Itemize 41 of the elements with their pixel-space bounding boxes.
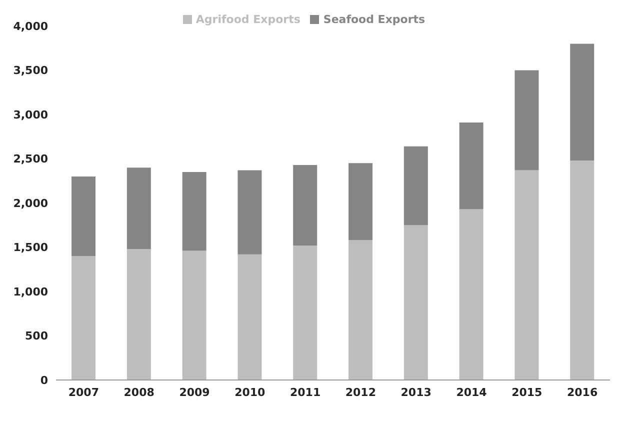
x-tick-label: 2014 (456, 386, 488, 399)
bar (293, 164, 318, 246)
legend-label: Seafood Exports (323, 13, 426, 26)
x-tick-label: 2011 (290, 386, 321, 399)
y-tick-label: 1,500 (13, 241, 48, 254)
x-tick-label: 2012 (345, 386, 376, 399)
bar (182, 172, 206, 251)
y-tick-label: 0 (40, 374, 48, 387)
x-tick-label: 2008 (124, 386, 154, 399)
y-tick-label: 2,000 (13, 196, 48, 210)
legend-label: Agrifood Exports (196, 13, 300, 26)
x-tick-label: 2013 (400, 386, 432, 399)
bar (348, 240, 373, 380)
x-tick-label: 2015 (512, 386, 542, 399)
bar (404, 225, 428, 380)
bar (514, 170, 539, 380)
bar (514, 70, 539, 170)
bar (238, 170, 262, 254)
bar (570, 160, 594, 380)
bar (570, 44, 594, 161)
y-tick-label: 1,000 (13, 285, 48, 298)
bar (72, 256, 96, 380)
y-tick-label: 4,000 (13, 20, 48, 33)
x-tick-label: 2016 (566, 386, 598, 399)
x-tick-label: 2009 (179, 386, 210, 399)
bar (459, 209, 484, 380)
bar (126, 249, 151, 380)
y-tick-label: 2,500 (13, 152, 48, 166)
y-tick-label: 3,000 (13, 108, 48, 122)
bar (404, 146, 428, 226)
x-tick-label: 2007 (68, 386, 100, 399)
bar (182, 250, 206, 380)
y-tick-label: 500 (25, 330, 48, 343)
bar (348, 163, 373, 240)
bar (459, 122, 484, 210)
y-tick-label: 3,500 (13, 64, 48, 78)
bar (238, 254, 262, 380)
bar (293, 245, 318, 380)
bar (126, 168, 151, 250)
bar (72, 176, 96, 256)
x-tick-label: 2010 (234, 386, 266, 399)
